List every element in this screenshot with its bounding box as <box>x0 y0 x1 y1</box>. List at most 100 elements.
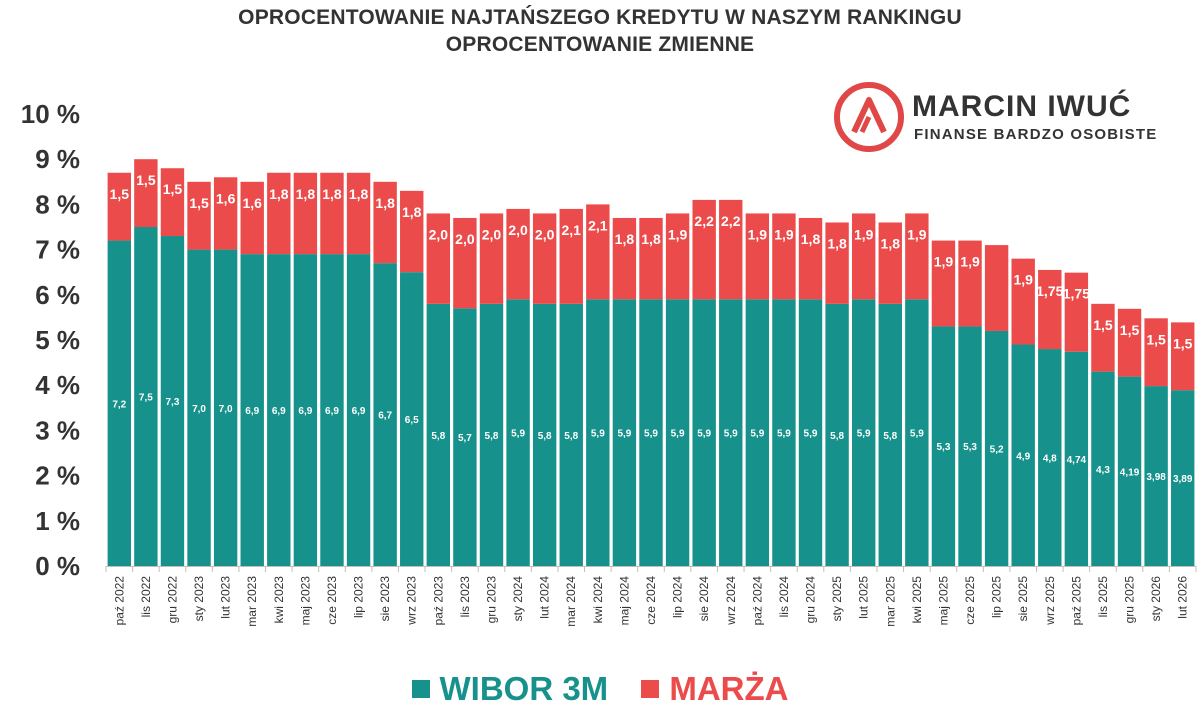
bar-wibor <box>160 236 185 567</box>
x-tick-label: paź 2025 <box>1069 576 1083 626</box>
chart-subtitle: OPROCENTOWANIE ZMIENNE <box>445 33 755 56</box>
x-tick-label: paź 2024 <box>750 576 764 626</box>
data-label-wibor: 4,19 <box>1120 467 1140 478</box>
legend-swatch-wibor <box>411 680 430 698</box>
data-label-wibor: 5,9 <box>857 429 871 440</box>
data-label-marza: 1,5 <box>189 195 209 211</box>
chart-title: OPROCENTOWANIE NAJTAŃSZEGO KREDYTU W NAS… <box>238 6 962 29</box>
data-label-marza: 1,8 <box>322 186 342 202</box>
data-label-wibor: 5,7 <box>458 433 472 444</box>
data-label-marza: 1,5 <box>1173 335 1193 351</box>
bar-marza <box>426 213 451 304</box>
bar-wibor <box>878 303 902 566</box>
data-label-wibor: 5,9 <box>671 429 685 440</box>
x-tick-label: gru 2023 <box>484 576 498 624</box>
data-label-marza: 1,8 <box>349 186 369 202</box>
data-label-marza: 2,2 <box>694 213 714 229</box>
bar-wibor <box>240 254 264 566</box>
data-label-marza: 1,8 <box>827 235 847 251</box>
data-label-marza: 1,9 <box>1013 272 1033 288</box>
data-label-marza: 1,9 <box>907 226 927 242</box>
y-tick-label: 2 % <box>35 461 80 491</box>
y-tick-label: 5 % <box>35 325 80 355</box>
bar-marza <box>1011 258 1035 345</box>
data-label-marza: 1,5 <box>110 186 130 202</box>
data-label-wibor: 5,8 <box>431 431 445 442</box>
bar-wibor <box>400 272 424 566</box>
data-label-marza: 1,9 <box>934 254 954 270</box>
logo-tagline: FINANSE BARDZO OSOBISTE <box>914 126 1158 143</box>
data-label-wibor: 6,9 <box>325 406 339 417</box>
data-label-marza: 1,75 <box>1063 286 1090 302</box>
data-label-marza: 1,5 <box>1093 317 1113 333</box>
bar-wibor <box>1117 376 1142 566</box>
x-tick-label: wrz 2024 <box>724 576 738 626</box>
bar-wibor <box>1144 386 1168 566</box>
x-tick-label: sie 2025 <box>1016 576 1030 622</box>
bar-marza <box>825 222 849 304</box>
x-tick-label: kwi 2024 <box>591 576 605 624</box>
legend-swatch-marza <box>641 680 660 698</box>
bar-wibor <box>1091 371 1115 566</box>
chart-legend: WIBOR 3M MARŻA <box>0 668 1200 708</box>
bar-wibor <box>187 249 211 566</box>
x-tick-label: lip 2023 <box>352 576 366 618</box>
bar-marza <box>532 213 557 304</box>
bar-wibor <box>1064 351 1089 566</box>
bar-marza <box>719 199 743 300</box>
bar-marza <box>984 245 1009 331</box>
data-label-wibor: 4,74 <box>1067 455 1087 466</box>
x-tick-label: maj 2025 <box>936 576 950 626</box>
data-label-marza: 1,9 <box>960 254 980 270</box>
x-tick-label: sie 2024 <box>697 576 711 622</box>
bar-wibor <box>479 303 504 566</box>
bar-wibor <box>639 299 663 566</box>
bar-wibor <box>346 254 371 566</box>
x-tick-label: wrz 2023 <box>405 576 419 626</box>
x-tick-label: cze 2024 <box>644 576 658 625</box>
y-tick-label: 8 % <box>35 189 80 219</box>
bar-wibor <box>586 299 610 566</box>
x-tick-label: sty 2026 <box>1149 576 1163 622</box>
bar-wibor <box>426 303 451 566</box>
data-label-marza: 1,5 <box>136 172 156 188</box>
bar-wibor <box>1171 390 1195 566</box>
data-label-marza: 1,5 <box>1120 322 1140 338</box>
data-label-wibor: 5,8 <box>564 431 578 442</box>
data-label-wibor: 5,9 <box>910 429 924 440</box>
data-label-wibor: 6,9 <box>298 406 312 417</box>
data-label-marza: 2,2 <box>721 213 741 229</box>
x-tick-label: gru 2025 <box>1123 576 1137 624</box>
bar-marza <box>639 217 663 300</box>
bar-marza <box>293 172 318 255</box>
bar-marza <box>665 213 690 300</box>
bar-marza <box>851 213 876 300</box>
y-tick-label: 0 % <box>35 551 80 581</box>
bar-wibor <box>851 299 876 566</box>
x-tick-label: lut 2025 <box>857 576 871 619</box>
data-label-wibor: 5,3 <box>936 442 950 453</box>
bar-wibor <box>984 330 1009 566</box>
y-tick-label: 7 % <box>35 235 80 265</box>
bar-marza <box>107 172 131 241</box>
data-label-marza: 1,5 <box>1146 331 1166 347</box>
x-tick-label: cze 2025 <box>963 576 977 625</box>
bar-marza <box>1064 272 1089 352</box>
bar-wibor <box>1011 344 1035 566</box>
data-label-marza: 1,6 <box>216 190 236 206</box>
data-label-marza: 1,9 <box>854 226 874 242</box>
legend-label-marza: MARŻA <box>669 670 789 707</box>
bar-wibor <box>958 326 982 566</box>
data-label-wibor: 6,5 <box>405 415 419 426</box>
bar-marza <box>559 208 583 304</box>
x-tick-label: kwi 2023 <box>272 576 286 624</box>
data-label-marza: 1,8 <box>615 231 635 247</box>
data-label-marza: 2,1 <box>588 217 608 233</box>
data-label-wibor: 5,9 <box>777 429 791 440</box>
data-label-marza: 1,8 <box>801 231 821 247</box>
bar-wibor <box>320 254 344 566</box>
bar-marza <box>400 190 424 273</box>
x-tick-label: sty 2023 <box>192 576 206 622</box>
bar-marza <box>1038 269 1062 350</box>
x-tick-label: maj 2023 <box>298 576 312 626</box>
